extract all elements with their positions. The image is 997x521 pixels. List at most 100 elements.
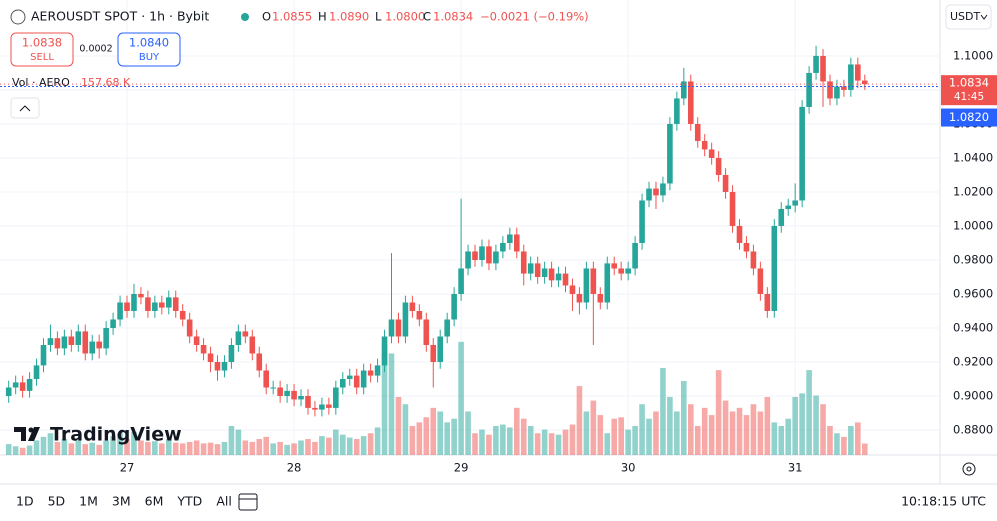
candle-body <box>110 319 116 328</box>
candle-body <box>520 251 527 274</box>
candle-body <box>513 234 520 252</box>
collapse-button[interactable] <box>10 97 40 119</box>
volume-bar <box>367 433 374 455</box>
candle-body <box>841 86 847 90</box>
range-button[interactable]: All <box>216 494 232 509</box>
candle-body <box>687 81 694 124</box>
candle-body <box>33 365 40 379</box>
volume-bar <box>729 411 736 455</box>
sell-label[interactable]: SELL <box>30 52 54 63</box>
candle-body <box>437 336 444 362</box>
candle-body <box>68 336 75 345</box>
sell-price[interactable]: 1.0838 <box>22 36 62 50</box>
volume-bar <box>40 436 47 455</box>
candle-body <box>326 404 332 408</box>
volume-bar <box>604 433 611 455</box>
volume-bar <box>374 427 381 455</box>
volume-bar <box>353 439 360 455</box>
volume-bar <box>576 386 583 455</box>
volume-bar <box>221 441 228 455</box>
currency-caret[interactable] <box>980 14 988 20</box>
volume-bar <box>26 445 33 455</box>
volume-bar <box>827 425 833 455</box>
volume-bar <box>159 443 165 455</box>
volume-bar <box>61 439 68 455</box>
currency-button[interactable] <box>945 4 992 30</box>
gear[interactable] <box>962 462 976 476</box>
candle-body <box>708 149 715 158</box>
candle-body <box>89 341 96 354</box>
candle-body <box>611 263 618 269</box>
range-button[interactable]: YTD <box>176 494 202 509</box>
volume-bar <box>465 411 471 455</box>
gear-center[interactable] <box>966 466 972 472</box>
volume-bar <box>486 434 492 455</box>
ohlc-value: 1.0855 <box>272 10 312 24</box>
volume-bar <box>339 434 346 455</box>
candle-body <box>667 123 673 184</box>
candle-body <box>263 370 270 388</box>
candle-body <box>402 302 409 337</box>
candle-body <box>736 225 743 243</box>
volume-bar <box>687 404 694 455</box>
toolbar: 1D 5D 1M 3M 6M YTD All <box>16 494 232 509</box>
candle-body <box>660 183 666 196</box>
sell-button[interactable] <box>10 32 74 67</box>
x-tick-label: 31 <box>788 461 803 475</box>
buy-price[interactable]: 1.0840 <box>129 36 169 50</box>
candle-body <box>827 81 833 99</box>
volume-bar <box>12 446 19 455</box>
volume-bar <box>381 346 388 455</box>
volume-bar <box>743 415 750 455</box>
volume-bar <box>618 417 624 455</box>
volume-bar <box>423 417 430 455</box>
candle-body <box>486 246 492 264</box>
candle-body <box>820 55 826 82</box>
volume-bar <box>68 443 75 455</box>
logo-mark <box>14 427 40 441</box>
volume-bar <box>785 418 792 455</box>
candle-body <box>270 387 276 389</box>
volume-bar <box>632 425 638 455</box>
candle-body <box>124 302 130 311</box>
candle-body <box>5 387 12 396</box>
volume-bar <box>200 443 207 455</box>
collapse-icon[interactable] <box>19 105 31 112</box>
volume-bar <box>527 425 534 455</box>
volume-bar <box>555 434 562 455</box>
volume-bar <box>792 396 798 455</box>
volume-label: Vol · AERO <box>12 76 70 89</box>
volume-bar <box>305 439 311 455</box>
volume-bar <box>298 440 304 455</box>
volume-bar <box>47 433 54 455</box>
volume-bar <box>520 418 527 455</box>
calendar-icon[interactable] <box>238 493 258 511</box>
range-button[interactable]: 5D <box>48 494 66 509</box>
y-tick-label: 0.9400 <box>953 320 993 334</box>
candle-body <box>179 310 186 320</box>
candle-body <box>152 302 158 311</box>
range-button[interactable]: 3M <box>112 494 131 509</box>
range-button[interactable]: 6M <box>145 494 164 509</box>
buy-label[interactable]: BUY <box>139 52 160 63</box>
volume-bar <box>284 444 290 455</box>
buy-button[interactable] <box>117 32 181 67</box>
change: −0.0021 (−0.19%) <box>480 10 589 24</box>
ohlc-value: 1.0890 <box>329 10 369 24</box>
volume-bar <box>145 441 151 455</box>
currency[interactable]: USDT <box>950 10 981 23</box>
settings-icon[interactable] <box>962 462 976 476</box>
volume-bar <box>89 442 96 455</box>
volume-bar <box>451 418 457 455</box>
candle-body <box>604 263 611 303</box>
volume-bar <box>590 400 597 455</box>
volume-bar <box>861 443 868 455</box>
range-button[interactable]: 1D <box>16 494 34 509</box>
volume-bar <box>507 427 513 455</box>
volume-bar <box>346 437 353 455</box>
volume-bar <box>674 411 680 455</box>
candle-body <box>284 390 290 396</box>
range-button[interactable]: 1M <box>79 494 98 509</box>
volume-bar <box>660 367 666 455</box>
candle-body <box>792 200 798 206</box>
